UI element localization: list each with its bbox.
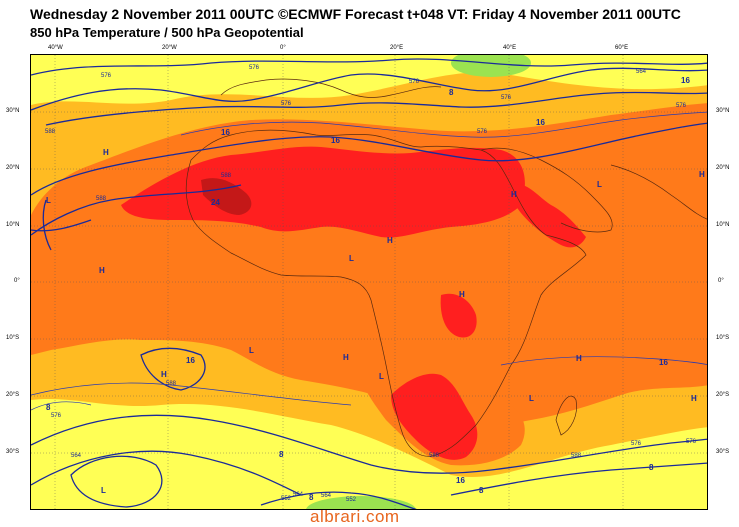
- geo-label: 576: [501, 95, 512, 101]
- lat-label-30n-right: 30°N: [716, 108, 730, 114]
- temp-label: 8: [309, 493, 314, 502]
- temp-label: 16: [681, 76, 690, 85]
- temp-label: 16: [659, 358, 668, 367]
- lon-label-20w: 20°W: [162, 45, 177, 51]
- temp-band-very-hot-central: [440, 293, 477, 338]
- temp-label: 16: [186, 356, 195, 365]
- lat-label-20s-right: 20°S: [716, 392, 730, 398]
- geo-label: 552: [281, 496, 292, 502]
- chart-title: Wednesday 2 November 2011 00UTC ©ECMWF F…: [30, 6, 681, 22]
- geo-label: 564: [636, 69, 647, 75]
- temp-label: 8: [449, 88, 454, 97]
- temp-band-very-hot-horn: [510, 184, 586, 248]
- lon-label-60e: 60°E: [615, 45, 629, 51]
- temp-band-cool-south: [31, 398, 707, 509]
- temp-band-extreme: [201, 178, 252, 215]
- low-center: L: [101, 486, 106, 495]
- lat-label-10n-right: 10°N: [716, 222, 730, 228]
- geo-label: 564: [71, 453, 82, 459]
- lat-label-10s-right: 10°S: [716, 335, 730, 341]
- low-center: L: [597, 180, 602, 189]
- temp-label: 8: [279, 450, 284, 459]
- coastlines: [185, 78, 707, 457]
- geo-label: 576: [281, 101, 292, 107]
- temp-band-cold-south: [306, 496, 416, 509]
- geo-label: 576: [676, 103, 687, 109]
- geopotential-labels: 576 576 588 588 588 552 564 576 564 576 …: [45, 65, 697, 503]
- temp-label: 16: [456, 476, 465, 485]
- high-center: H: [576, 354, 582, 363]
- temp-label: 8: [649, 463, 654, 472]
- temp-label: 8: [46, 403, 51, 412]
- geo-label: 576: [477, 129, 488, 135]
- geo-label: 576: [51, 413, 62, 419]
- temp-band-cold-north: [451, 55, 531, 77]
- lon-label-0: 0°: [280, 45, 286, 51]
- low-center: L: [46, 196, 51, 205]
- geo-label: 588: [571, 453, 582, 459]
- temp-band-cool-north: [31, 55, 707, 105]
- geo-label: 576: [249, 65, 260, 71]
- high-center: H: [699, 170, 705, 179]
- geopotential-contours: [31, 58, 707, 509]
- lat-label-eq: 0°: [14, 278, 20, 284]
- weather-map-canvas: 576 576 588 588 588 552 564 576 564 576 …: [31, 55, 707, 509]
- watermark: albrari.com: [310, 507, 400, 526]
- chart-subtitle: 850 hPa Temperature / 500 hPa Geopotenti…: [30, 25, 304, 40]
- lat-label-20n-right: 20°N: [716, 165, 730, 171]
- temperature-contours: [31, 111, 707, 411]
- lat-label-20s: 20°S: [6, 392, 20, 398]
- high-center: H: [511, 190, 517, 199]
- low-center: L: [379, 372, 384, 381]
- high-center: H: [387, 236, 393, 245]
- geo-label: 564: [321, 493, 332, 499]
- temp-label: 16: [331, 136, 340, 145]
- low-center: L: [249, 346, 254, 355]
- weather-map: 576 576 588 588 588 552 564 576 564 576 …: [30, 54, 708, 510]
- geo-label: 576: [409, 79, 420, 85]
- lon-label-40w: 40°W: [48, 45, 63, 51]
- geo-label: 576: [101, 73, 112, 79]
- temp-label: 16: [221, 128, 230, 137]
- temp-label: 8: [479, 486, 484, 495]
- high-center: H: [459, 290, 465, 299]
- high-center: H: [343, 353, 349, 362]
- pressure-centers: H L H H L H L L H H L H L H H L H: [46, 148, 705, 495]
- lat-label-20n: 20°N: [6, 165, 20, 171]
- geo-label: 564: [293, 492, 304, 498]
- temperature-labels: 16 16 16 24 16 16 16 8 8 8 8 8 16 8: [46, 76, 690, 502]
- lat-label-30n: 30°N: [6, 108, 20, 114]
- geo-label: 576: [686, 439, 697, 445]
- geo-label: 588: [221, 173, 232, 179]
- lat-label-10s: 10°S: [6, 335, 20, 341]
- temp-band-very-hot-south: [391, 373, 478, 460]
- geo-label: 552: [346, 497, 357, 503]
- lon-label-40e: 40°E: [503, 45, 517, 51]
- lat-label-10n: 10°N: [6, 222, 20, 228]
- lon-label-20e: 20°E: [390, 45, 404, 51]
- high-center: H: [99, 266, 105, 275]
- temp-label: 16: [536, 118, 545, 127]
- lat-label-30s-right: 30°S: [716, 449, 730, 455]
- lat-label-eq-right: 0°: [718, 278, 724, 284]
- high-center: H: [161, 370, 167, 379]
- high-center: H: [691, 394, 697, 403]
- low-center: L: [349, 254, 354, 263]
- geo-label: 588: [45, 129, 56, 135]
- temp-label: 24: [211, 198, 220, 207]
- high-center: H: [103, 148, 109, 157]
- geo-label: 588: [166, 381, 177, 387]
- geo-label: 588: [429, 453, 440, 459]
- lat-label-30s: 30°S: [6, 449, 20, 455]
- low-center: L: [529, 394, 534, 403]
- geo-label: 588: [96, 196, 107, 202]
- geo-label: 576: [631, 441, 642, 447]
- grid: [31, 55, 707, 509]
- temp-band-very-hot-sahara: [121, 146, 525, 238]
